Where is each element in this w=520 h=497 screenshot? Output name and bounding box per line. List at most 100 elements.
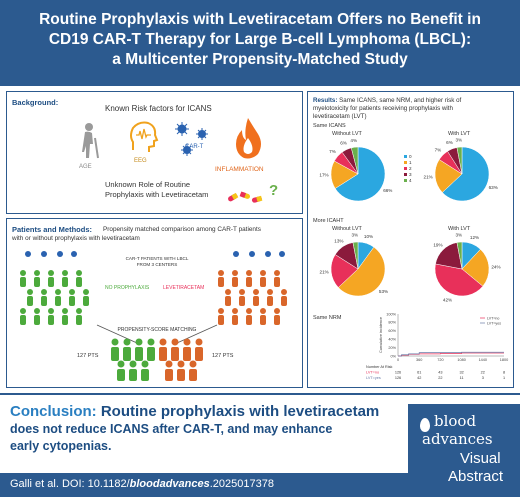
grade-legend: 0 1 2 3 4 <box>404 154 420 184</box>
icaht-with-lvt-label-4: 3% <box>455 233 462 238</box>
legend-swatch-3 <box>404 173 407 176</box>
x-tick-label: 1800 <box>500 358 508 362</box>
nrm-line-LVT-yes <box>398 351 504 357</box>
icaht-without-lvt-label-1: 53% <box>379 289 388 294</box>
icaht-with-lvt-pie: 12% 24% 42% 19% 3% <box>433 233 500 303</box>
icaht-without-lvt-slice-1 <box>337 246 386 297</box>
nrm-cumulative-incidence-chart: 0% 20% 40% 60% 80% 100% 0 360 720 1080 1440 1800 Cum… <box>366 312 508 380</box>
icans-without-lvt-label-3: 6% <box>340 141 347 146</box>
icans-with-lvt-slice-1 <box>434 159 463 193</box>
results-heading-rest-3: levetiracetam (LVT) <box>313 113 367 120</box>
icans-without-lvt-slice-4 <box>350 146 359 175</box>
icans-with-lvt-label-1: 21% <box>424 175 433 180</box>
y-tick-label: 80% <box>388 321 396 325</box>
methods-intro-line-1: Propensity matched comparison among CAR-… <box>103 226 261 233</box>
icans-with-lvt-pie: 63% 21% 7% 6% 3% <box>424 138 498 202</box>
elderly-person-icon <box>82 123 99 159</box>
icans-with-lvt-slice-4 <box>456 146 463 175</box>
methods-heading: Patients and Methods: <box>12 225 93 234</box>
y-tick-label: 0% <box>391 354 397 358</box>
icans-with-lvt-label-2: 7% <box>435 147 442 152</box>
icaht-without-lvt-title: Without LVT <box>332 226 362 232</box>
risk-cell: 22 <box>481 371 485 375</box>
x-tick-label: 360 <box>416 358 422 362</box>
no-prophylaxis-crowd-icon <box>20 270 89 325</box>
no-prophylaxis-label: NO PROPHYLAXIS <box>105 285 150 291</box>
legend-item-0: 0 <box>404 154 420 160</box>
car-t-cells-icon <box>175 122 208 156</box>
risk-row-name: LVT=no <box>366 371 379 375</box>
icans-with-lvt-label-4: 3% <box>455 138 462 143</box>
risk-cell: 8 <box>503 371 505 375</box>
pills-icon <box>228 191 263 203</box>
risk-cell: 61 <box>417 371 421 375</box>
risk-row-name: LVT=yes <box>366 376 381 380</box>
icans-without-lvt-title: Without LVT <box>332 131 362 137</box>
blood-drop-icon <box>420 418 430 432</box>
citation-prefix: Galli et al. DOI: 10.1182/ <box>10 478 130 490</box>
icaht-with-lvt-label-2: 42% <box>443 297 452 302</box>
legend-item-1: 1 <box>404 160 420 166</box>
matching-label: PROPENSITY-SCORE MATCHING <box>117 327 197 333</box>
title-line-3: a Multicenter Propensity-Matched Study <box>112 51 408 68</box>
legend-swatch-2 <box>404 167 407 170</box>
icans-with-lvt-slice-0 <box>441 146 490 202</box>
legend-label-2: 2 <box>409 166 412 171</box>
icans-without-lvt-pie: 66% 17% 7% 6%4% <box>319 138 392 202</box>
icans-without-lvt-label-2: 7% <box>329 149 336 154</box>
levetiracetam-crowd-icon <box>218 270 287 325</box>
icans-with-lvt-label-3: 6% <box>446 140 453 145</box>
icans-without-lvt-label-1: 17% <box>319 173 328 178</box>
risk-cell: 22 <box>438 376 442 380</box>
logo-line-2: advances <box>422 430 493 448</box>
citation: Galli et al. DOI: 10.1182/bloodadvances.… <box>0 473 408 497</box>
x-tick-label: 1440 <box>479 358 487 362</box>
conclusion-line-3: early cytopenias. <box>10 439 112 453</box>
legend-label-LVT-yes: LVT=yes <box>487 321 501 325</box>
factor-car-t: CAR-T <box>185 144 204 150</box>
matched-groups-icon <box>111 338 203 381</box>
title-banner: Routine Prophylaxis with Levetiracetam O… <box>0 0 520 86</box>
citation-suffix: .2025017378 <box>209 478 274 490</box>
icans-with-lvt-title: With LVT <box>448 131 471 137</box>
icans-without-lvt-label-4: 4% <box>350 138 357 143</box>
results-heading: Results: <box>313 97 338 104</box>
icaht-without-lvt-label-2: 21% <box>320 270 329 275</box>
flame-icon <box>236 118 261 159</box>
logo-line-1: blood <box>434 412 477 430</box>
conclusion-line-1: Conclusion: Routine prophylaxis with lev… <box>10 403 379 420</box>
pts-left: 127 PTS <box>77 353 99 359</box>
x-tick-label: 1080 <box>457 358 465 362</box>
unknown-role-line-2: Prophylaxis with Levetiracetam <box>105 190 209 199</box>
icaht-without-lvt-label-3: 13% <box>334 238 343 243</box>
y-tick-label: 100% <box>386 312 396 316</box>
x-tick-label: 0 <box>397 358 399 362</box>
legend-swatch-0 <box>404 155 407 158</box>
icaht-with-lvt-label-1: 24% <box>491 264 500 269</box>
icaht-with-lvt-slice-2 <box>434 263 484 297</box>
matching-arrows <box>96 324 218 344</box>
background-panel: Background: Known Risk factors for ICANS… <box>6 91 303 214</box>
pts-right: 127 PTS <box>212 353 234 359</box>
legend-label-4: 4 <box>409 178 412 183</box>
legend-swatch-4 <box>404 179 407 182</box>
legend-label-1: 1 <box>409 160 412 165</box>
legend-label-3: 3 <box>409 172 412 177</box>
nrm-line-LVT-no <box>398 352 504 357</box>
icans-without-lvt-slice-0 <box>334 146 386 202</box>
risk-cell: 11 <box>460 376 464 380</box>
results-heading-rest-1: Same ICANS, same NRM, and higher risk of <box>339 97 462 104</box>
y-tick-label: 20% <box>388 346 396 350</box>
brain-eeg-icon <box>130 121 159 152</box>
legend-label-0: 0 <box>409 154 412 159</box>
factor-eeg: EEG <box>134 158 147 164</box>
x-tick-label: 720 <box>437 358 443 362</box>
legend-item-4: 4 <box>404 178 420 184</box>
icaht-with-lvt-title: With LVT <box>448 226 471 232</box>
risk-cell: 43 <box>438 371 442 375</box>
car-t-cells-left-icon <box>25 251 77 257</box>
legend-swatch-1 <box>404 161 407 164</box>
nrm-label: Same NRM <box>313 315 342 321</box>
risk-table-title: Number At Risk <box>366 365 392 369</box>
methods-intro-line-2: with or without prophylaxis with levetir… <box>12 235 140 242</box>
